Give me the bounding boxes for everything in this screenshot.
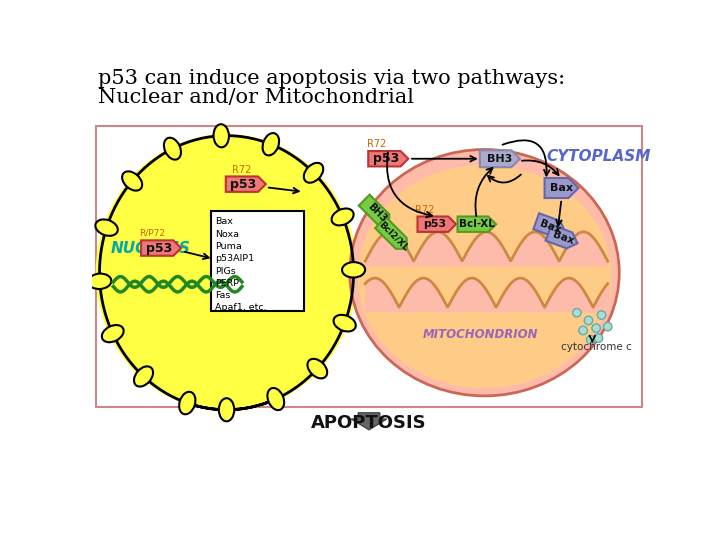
Text: p53: p53 (373, 152, 399, 165)
Text: p53: p53 (145, 241, 172, 254)
Ellipse shape (267, 388, 284, 410)
Bar (96, 126, 642, 408)
Circle shape (584, 316, 593, 325)
Ellipse shape (89, 274, 112, 289)
Circle shape (594, 334, 603, 342)
Circle shape (572, 308, 581, 317)
FancyBboxPatch shape (211, 211, 304, 311)
Text: p53: p53 (423, 219, 446, 229)
Text: Bax: Bax (539, 218, 563, 235)
Ellipse shape (219, 398, 234, 421)
Text: Bax: Bax (550, 183, 573, 193)
Text: cytochrome c: cytochrome c (561, 342, 631, 352)
Text: CYTOPLASM: CYTOPLASM (546, 149, 650, 164)
Circle shape (592, 324, 600, 333)
Ellipse shape (263, 133, 279, 156)
Polygon shape (534, 213, 565, 237)
Ellipse shape (342, 262, 365, 278)
Polygon shape (359, 195, 390, 225)
Circle shape (579, 326, 588, 335)
Text: BH3: BH3 (487, 154, 513, 164)
Text: Bcl2/XL: Bcl2/XL (377, 219, 410, 252)
Text: R72: R72 (232, 165, 251, 174)
Text: R72: R72 (367, 139, 387, 149)
Ellipse shape (102, 325, 124, 342)
Text: R72: R72 (415, 205, 435, 214)
Text: PERP: PERP (215, 279, 239, 288)
Ellipse shape (333, 315, 356, 332)
Circle shape (587, 335, 595, 344)
Polygon shape (141, 240, 181, 256)
Text: Puma: Puma (215, 242, 242, 251)
Ellipse shape (179, 392, 195, 414)
Text: Bcl-XL: Bcl-XL (459, 219, 495, 229)
Ellipse shape (164, 138, 181, 160)
Polygon shape (226, 177, 266, 192)
FancyArrow shape (351, 413, 387, 430)
Text: Bax: Bax (215, 217, 233, 226)
Circle shape (598, 311, 606, 319)
Polygon shape (480, 150, 520, 167)
Polygon shape (546, 225, 577, 248)
Text: Fas: Fas (215, 291, 230, 300)
Ellipse shape (357, 165, 611, 388)
Text: MITOCHONDRION: MITOCHONDRION (423, 328, 539, 341)
Text: Apaf1, etc.: Apaf1, etc. (215, 303, 266, 313)
Polygon shape (544, 178, 578, 198)
Text: BH3: BH3 (365, 201, 388, 224)
Ellipse shape (214, 124, 229, 147)
Ellipse shape (134, 366, 153, 387)
Text: R/P72: R/P72 (140, 229, 166, 238)
Ellipse shape (95, 219, 118, 236)
Text: Bax: Bax (551, 230, 575, 246)
Ellipse shape (122, 171, 142, 191)
Ellipse shape (96, 134, 357, 411)
Text: Nuclear and/or Mitochondrial: Nuclear and/or Mitochondrial (98, 88, 414, 107)
Text: PIGs: PIGs (215, 267, 235, 275)
Text: p53 can induce apoptosis via two pathways:: p53 can induce apoptosis via two pathway… (98, 69, 565, 87)
Polygon shape (375, 217, 407, 249)
Polygon shape (368, 151, 408, 166)
Ellipse shape (332, 208, 354, 225)
Text: p53AIP1: p53AIP1 (215, 254, 254, 263)
Ellipse shape (304, 163, 323, 183)
Text: Noxa: Noxa (215, 230, 239, 239)
Text: APOPTOSIS: APOPTOSIS (311, 414, 427, 432)
Ellipse shape (350, 150, 619, 396)
Polygon shape (418, 217, 456, 232)
Text: p53: p53 (230, 178, 256, 191)
Polygon shape (457, 217, 496, 232)
Circle shape (603, 322, 612, 331)
Ellipse shape (307, 359, 327, 379)
Text: NUCLEUS: NUCLEUS (111, 241, 191, 256)
